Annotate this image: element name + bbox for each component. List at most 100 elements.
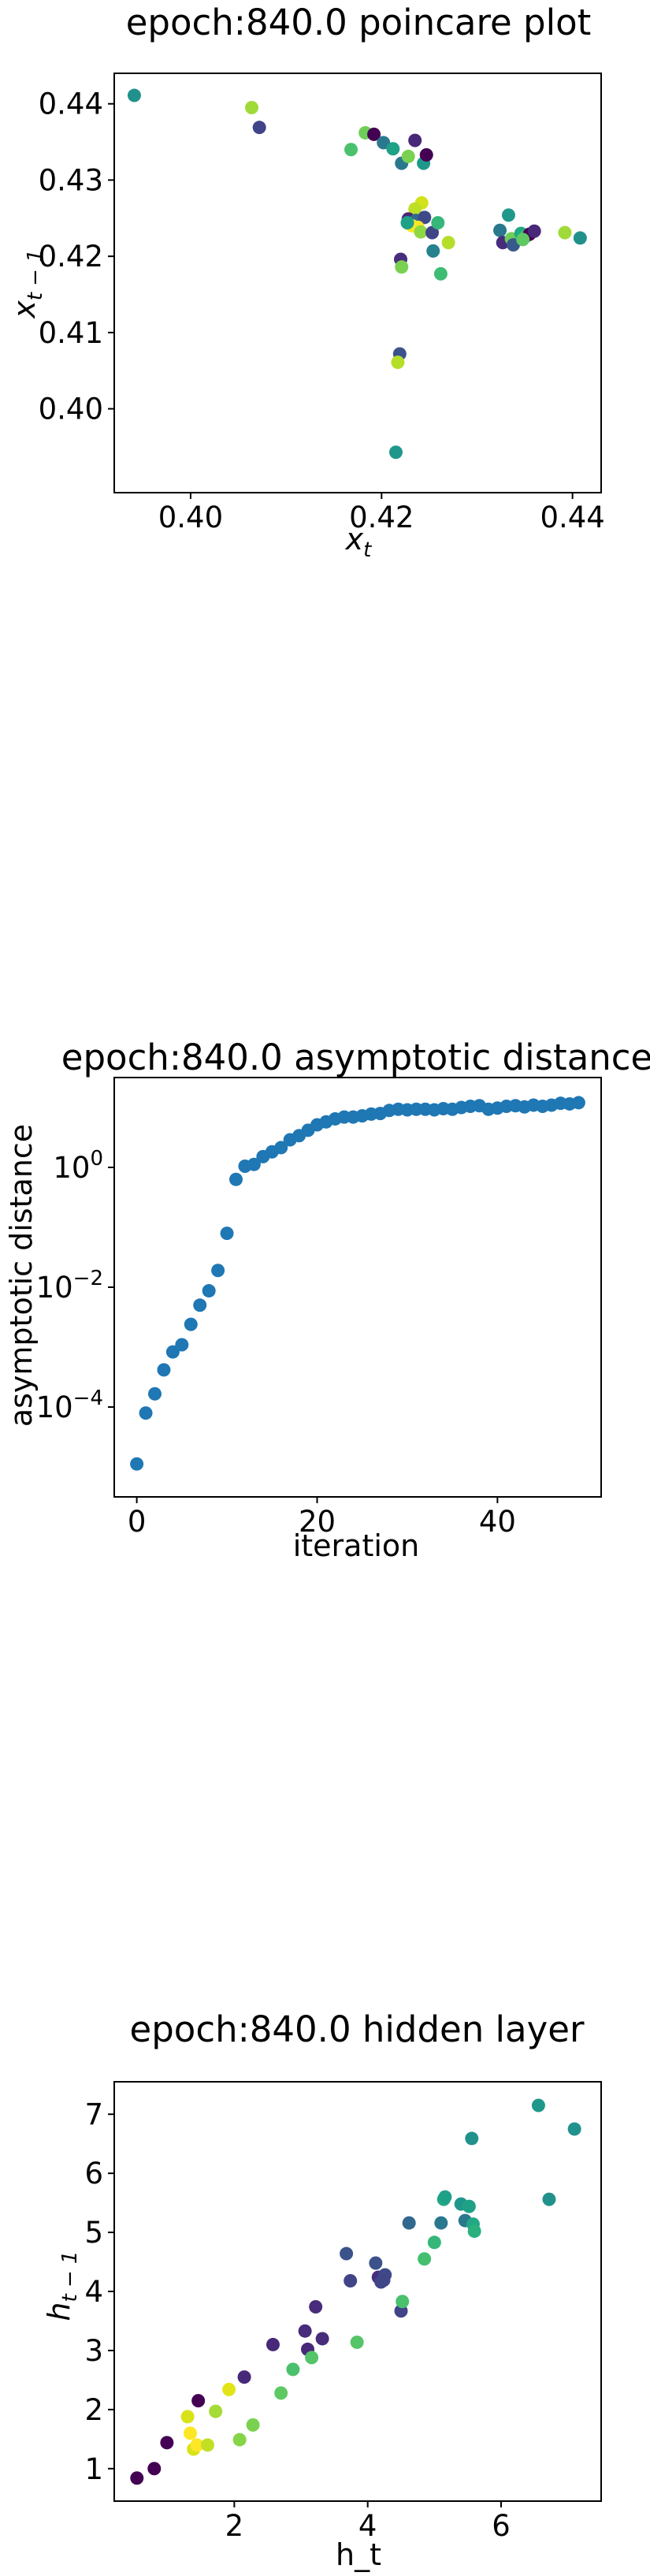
data-point	[395, 260, 409, 274]
data-point	[130, 2471, 144, 2485]
y-tick-label: 5	[84, 2216, 103, 2250]
y-tick-label: 6	[84, 2157, 103, 2191]
data-point	[426, 244, 440, 258]
data-point	[388, 445, 403, 460]
data-point	[184, 2426, 198, 2440]
scatter-points	[130, 1096, 585, 1471]
data-point	[157, 1363, 171, 1377]
data-point	[298, 2324, 312, 2338]
data-point	[408, 133, 422, 147]
data-point	[377, 2273, 391, 2288]
data-point	[402, 2216, 416, 2230]
data-point	[434, 2216, 448, 2230]
data-point	[558, 225, 572, 240]
data-point	[425, 225, 440, 240]
data-point	[232, 2433, 247, 2447]
data-point	[252, 121, 266, 135]
data-point	[237, 2370, 251, 2384]
x-tick-label: 0.44	[540, 501, 604, 534]
x-axis-label: h_t	[336, 2537, 381, 2572]
chart-title: epoch:840.0 hidden layer	[130, 2008, 585, 2050]
y-axis: 1 2 3 4 5 6 7	[84, 2098, 114, 2486]
x-tick-label: 4	[358, 2509, 377, 2543]
data-point	[220, 1227, 234, 1241]
data-point	[165, 1345, 180, 1359]
data-point	[180, 2410, 195, 2424]
data-point	[367, 127, 381, 141]
data-point	[130, 1457, 144, 1471]
data-point	[175, 1338, 189, 1352]
data-point	[148, 1387, 162, 1401]
data-point	[344, 143, 358, 157]
data-point	[433, 266, 448, 281]
data-point	[350, 2335, 364, 2349]
y-tick-label: 0.42	[39, 240, 103, 274]
plot-frame	[113, 73, 602, 493]
data-point	[247, 1157, 261, 1171]
x-tick-label: 0.42	[349, 501, 414, 534]
plot-frame	[113, 2081, 602, 2502]
x-tick-label: 0	[128, 1505, 147, 1539]
data-point	[396, 2295, 410, 2309]
y-axis: 10−4 10−2 100	[36, 1147, 114, 1424]
data-point	[190, 2438, 204, 2452]
data-point	[414, 225, 428, 239]
data-point	[567, 2122, 581, 2136]
data-point	[527, 224, 541, 238]
data-point	[467, 2224, 481, 2239]
y-tick-label: 4	[84, 2275, 103, 2309]
data-point	[418, 2252, 432, 2266]
data-point	[441, 236, 455, 250]
data-point	[160, 2436, 174, 2450]
y-tick-label: 0.41	[39, 316, 103, 350]
data-point	[418, 210, 432, 225]
data-point	[344, 2274, 358, 2288]
data-point	[391, 356, 405, 370]
data-point	[229, 1172, 243, 1186]
y-tick-label: 0.40	[39, 393, 103, 426]
chart-title: epoch:840.0 asymptotic distance	[61, 1037, 650, 1078]
data-point	[419, 147, 433, 162]
y-axis-label: asymptotic distance	[4, 1124, 39, 1427]
data-point	[315, 2332, 329, 2346]
data-point	[386, 142, 400, 156]
x-tick-label: 0.40	[158, 501, 223, 534]
x-axis: 2 4 6	[225, 2501, 511, 2543]
data-point	[139, 1406, 153, 1420]
data-point	[184, 1317, 198, 1331]
y-tick-label: 0.44	[39, 87, 103, 121]
y-tick-label: 3	[84, 2334, 103, 2368]
data-point	[202, 1284, 216, 1298]
y-axis-label: ht − 1	[42, 2250, 82, 2321]
data-point	[438, 2190, 452, 2204]
x-axis: 0.40 0.42 0.44	[158, 493, 605, 534]
y-tick-label: 100	[53, 1147, 103, 1185]
y-tick-label: 10−4	[36, 1387, 103, 1424]
data-point	[462, 2199, 476, 2213]
y-tick-label: 10−2	[36, 1267, 103, 1305]
data-point	[193, 1298, 207, 1312]
chart-title: epoch:840.0 poincare plot	[126, 2, 592, 43]
data-point	[147, 2462, 162, 2476]
data-point	[573, 231, 587, 245]
data-point	[377, 136, 391, 150]
data-point	[201, 2438, 215, 2452]
y-tick-label: 0.43	[39, 163, 103, 197]
x-tick-label: 20	[299, 1505, 336, 1539]
scatter-points	[130, 2098, 581, 2485]
data-point	[127, 88, 141, 102]
scatter-points	[127, 88, 587, 460]
data-point	[501, 208, 515, 222]
data-point	[369, 2256, 383, 2270]
y-axis: 0.40 0.41 0.42 0.43 0.44	[39, 87, 114, 426]
data-point	[246, 2418, 260, 2432]
data-point	[427, 2235, 441, 2250]
y-axis-label: xt − 1	[7, 249, 47, 319]
data-point	[309, 2299, 323, 2314]
x-axis: 0 20 40	[128, 1497, 516, 1539]
data-point	[493, 223, 507, 237]
y-tick-label: 1	[84, 2452, 103, 2486]
data-point	[266, 2337, 280, 2351]
data-point	[431, 216, 445, 230]
data-point	[542, 2192, 556, 2206]
